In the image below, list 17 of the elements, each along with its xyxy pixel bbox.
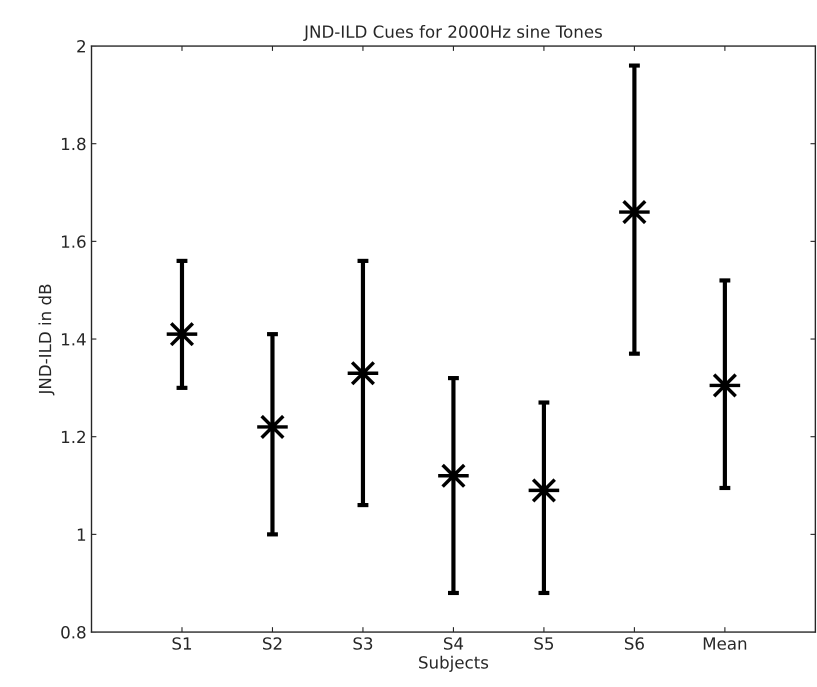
x-tick-label: S3 [353,637,372,650]
chart-title: JND-ILD Cues for 2000Hz sine Tones [303,25,602,42]
x-tick-label: S1 [172,637,192,650]
x-tick-label: S5 [534,637,554,650]
x-axis-title: Subjects [419,656,488,672]
y-tick-label: 0.8 [61,626,86,639]
x-tick-label: S4 [444,637,464,650]
y-tick-label: 1.6 [62,235,86,248]
y-tick-label: 1.8 [62,138,86,150]
x-tick-label: S6 [624,637,644,650]
x-tick-label: Mean [704,637,746,650]
y-tick-label: 1.4 [62,333,86,346]
y-tick-label: 1.2 [62,430,85,444]
y-tick-label: 1 [78,528,86,541]
x-tick-label: S2 [262,637,282,650]
y-tick-label: 2 [77,40,85,52]
y-axis-title: JND-ILD in dB [38,284,54,396]
